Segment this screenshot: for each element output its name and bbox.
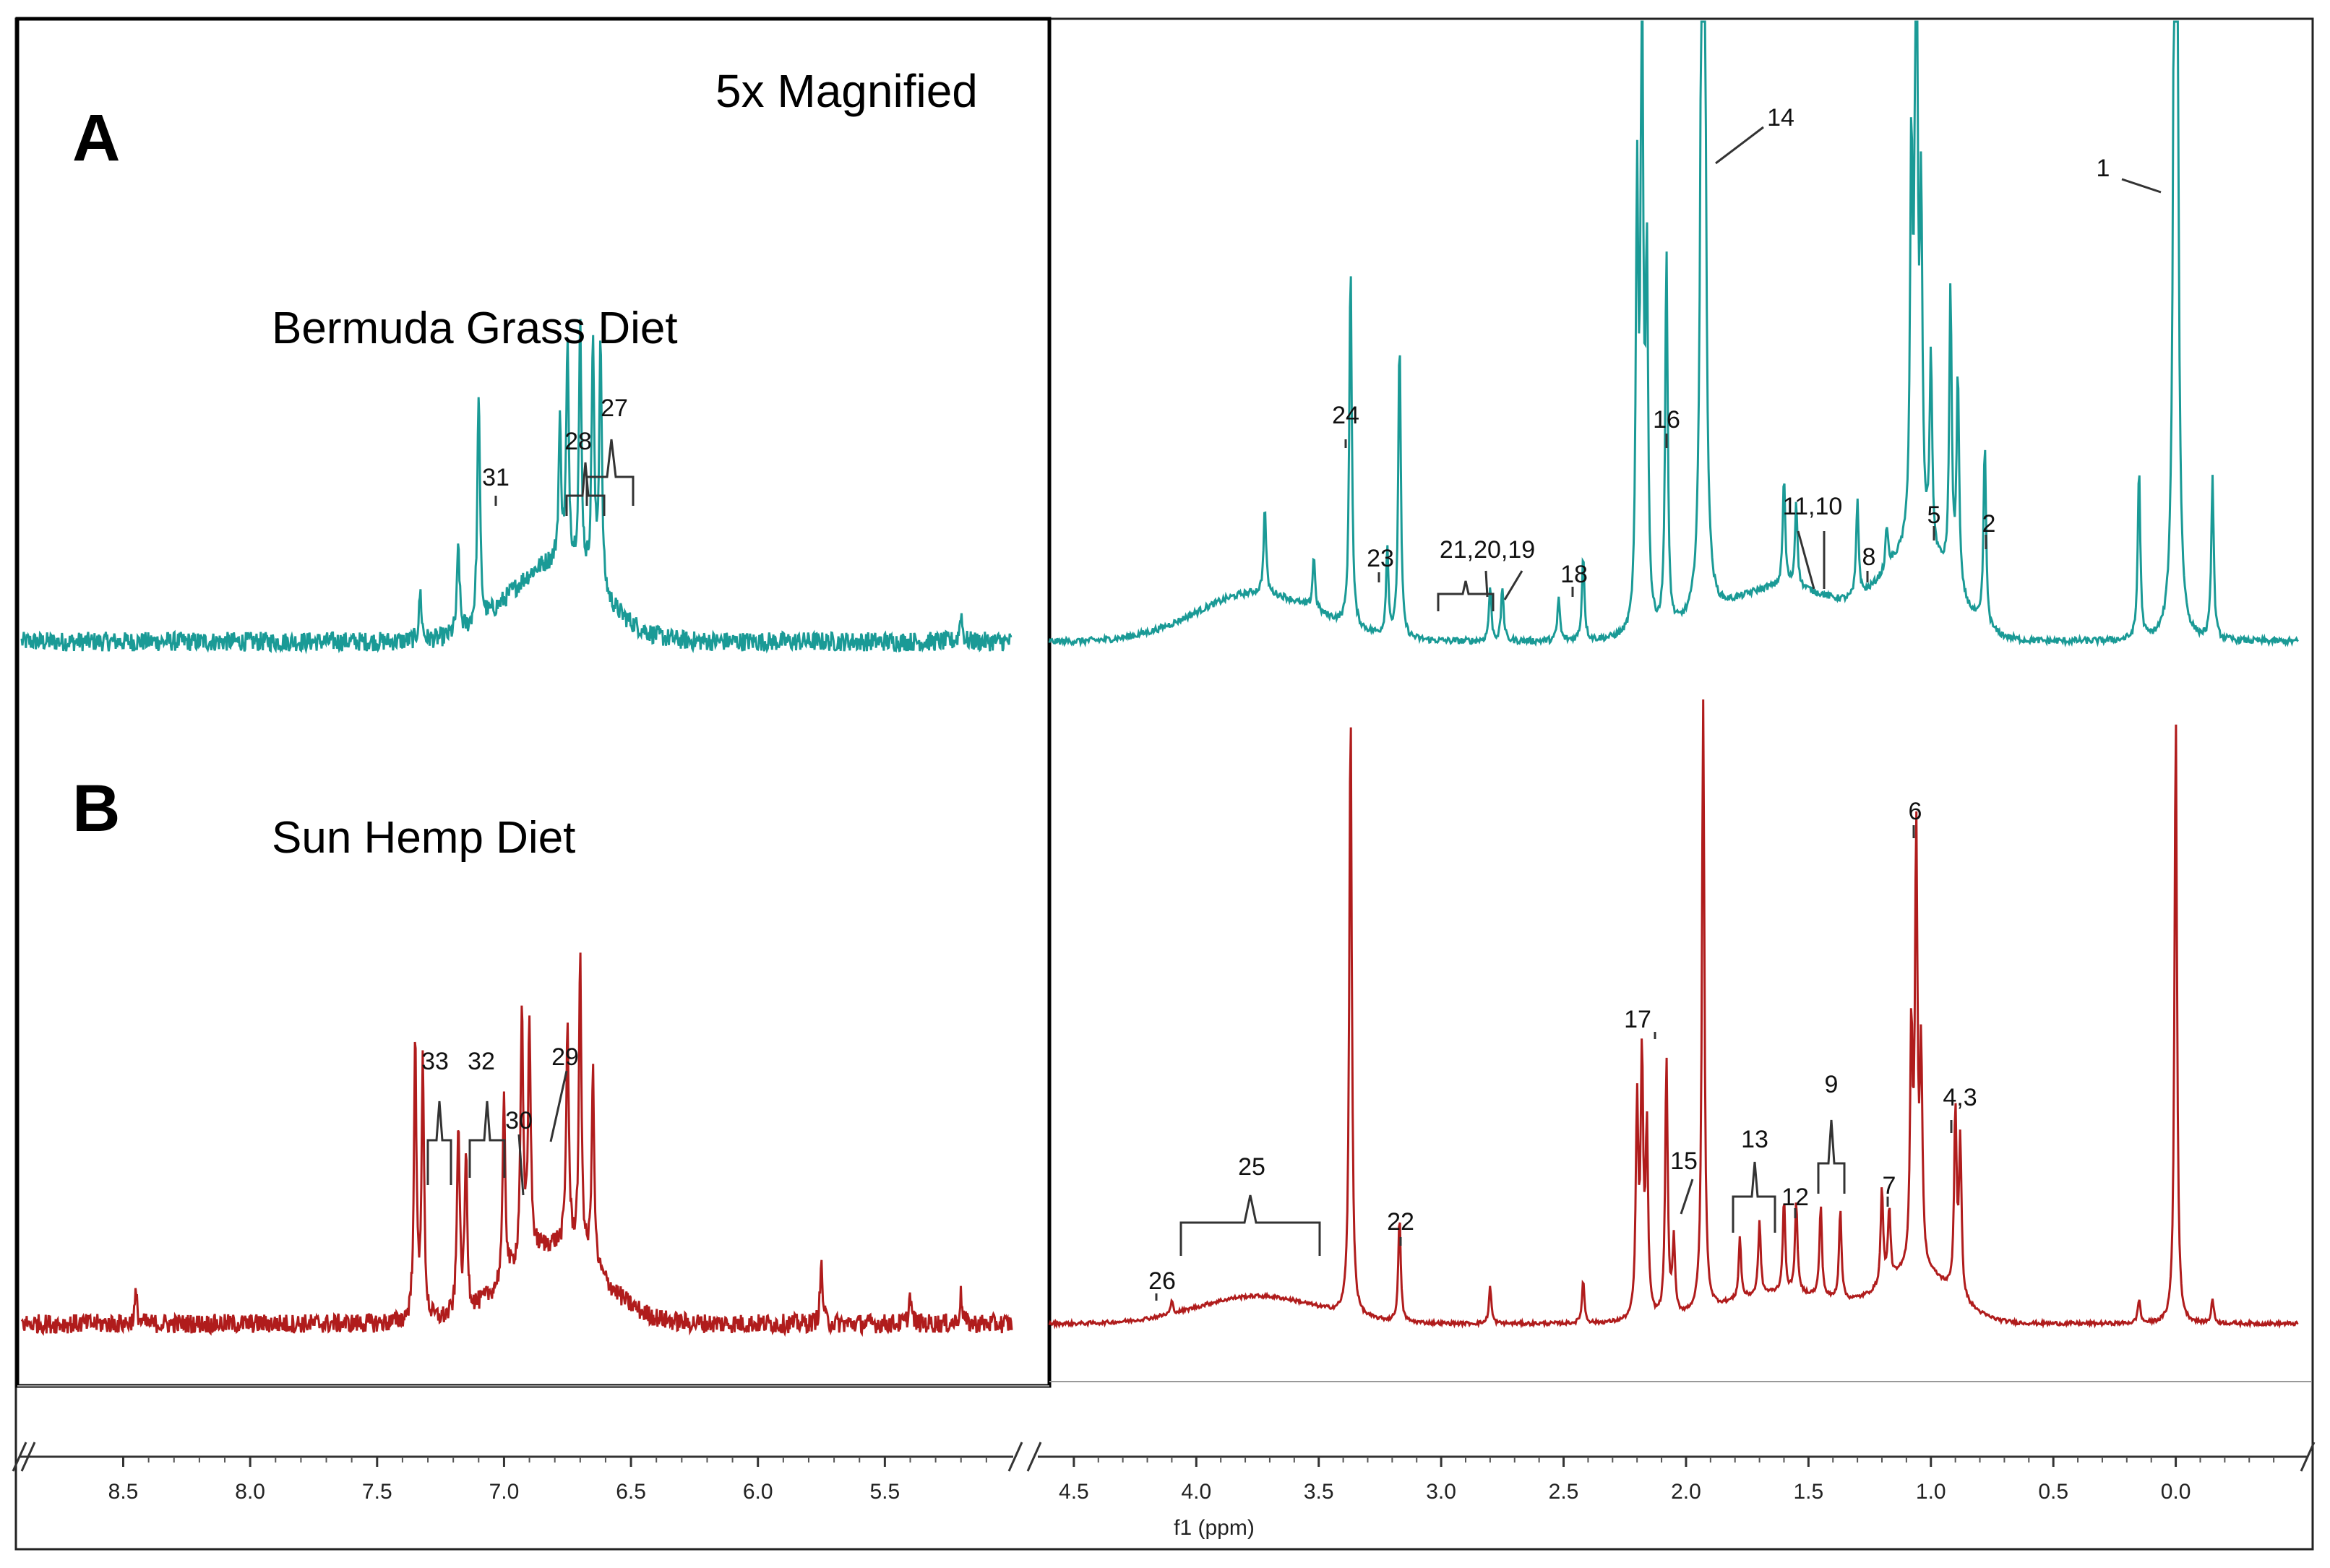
- spectra-group: [20, 20, 2299, 1337]
- tick-label: 6.0: [743, 1480, 773, 1504]
- spectrum-b-magnified: [20, 952, 1013, 1337]
- axis-break-mark-middle: [1007, 1442, 1042, 1472]
- peak-label-31: 31: [482, 464, 510, 491]
- peak-label-13: 13: [1741, 1126, 1768, 1153]
- tick-label: 2.0: [1671, 1480, 1701, 1504]
- peak-label-30: 30: [505, 1107, 533, 1134]
- peak-label-32: 32: [468, 1048, 495, 1075]
- peak-label-12: 12: [1781, 1184, 1809, 1211]
- peak-label-18: 18: [1560, 561, 1588, 588]
- peak-label-7: 7: [1883, 1172, 1896, 1199]
- peak-label-25: 25: [1238, 1153, 1265, 1181]
- spectrum-b-main: [1048, 699, 2299, 1330]
- tick-label: 6.5: [616, 1480, 646, 1504]
- tick-label: 7.0: [489, 1480, 520, 1504]
- peak-label-33: 33: [421, 1048, 449, 1075]
- leader-30: [517, 1134, 525, 1196]
- leader-15: [1680, 1179, 1694, 1215]
- tick-label: 0.0: [2161, 1480, 2191, 1504]
- peak-label-11-10: 11,10: [1783, 493, 1843, 520]
- tick-label: 4.5: [1059, 1480, 1089, 1504]
- tick-label: 2.5: [1549, 1480, 1579, 1504]
- leader-11-10-a: [1797, 530, 1815, 590]
- bracket-27: [585, 439, 635, 506]
- tick-label: 1.5: [1793, 1480, 1823, 1504]
- bracket-28: [565, 462, 606, 516]
- spectrum-a-main: [1048, 20, 2299, 648]
- leader-21-20-19-a: [1484, 570, 1489, 598]
- bracket-25: [1179, 1194, 1321, 1256]
- ticks-right: 4.5 4.0 3.5 3.0 2.5 2.0 1.5 1.0 0.5 0.0: [1059, 1457, 2275, 1504]
- peak-label-5: 5: [1927, 501, 1941, 529]
- axis-break-mark-left: [12, 1442, 36, 1472]
- peak-label-9: 9: [1825, 1071, 1839, 1098]
- peak-label-28: 28: [564, 428, 592, 455]
- tick-label: 7.5: [362, 1480, 392, 1504]
- peak-annotations: [426, 126, 2162, 1301]
- magnified-label: 5x Magnified: [715, 65, 978, 117]
- panel-label-a: A: [72, 101, 120, 175]
- peak-label-2: 2: [1982, 510, 1996, 538]
- tick-label: 3.0: [1426, 1480, 1456, 1504]
- peak-annotation-labels: 1 2 5 8 11,10 14 16 18 21,20,19 23 24 27…: [421, 104, 2110, 1295]
- peak-label-26: 26: [1148, 1267, 1176, 1295]
- tick-label: 8.0: [235, 1480, 265, 1504]
- peak-label-17: 17: [1624, 1006, 1651, 1033]
- peak-label-15: 15: [1670, 1147, 1698, 1175]
- leader-21-20-19-b: [1503, 570, 1523, 600]
- peak-label-16: 16: [1653, 406, 1680, 434]
- axis-break-mark-right: [2300, 1442, 2316, 1472]
- spectrum-a-magnified: [20, 319, 1013, 655]
- bracket-13: [1732, 1161, 1776, 1233]
- panel-title-b: Sun Hemp Diet: [272, 813, 575, 863]
- tick-label: 0.5: [2038, 1480, 2068, 1504]
- panel-title-a: Bermuda Grass Diet: [272, 303, 678, 353]
- leader-29: [549, 1070, 568, 1142]
- leader-1: [2121, 178, 2162, 194]
- tick-label: 3.5: [1304, 1480, 1334, 1504]
- magnified-region-box: [15, 17, 1052, 1388]
- peak-label-23: 23: [1367, 545, 1394, 572]
- peak-label-24: 24: [1332, 402, 1359, 429]
- bracket-33: [426, 1100, 452, 1185]
- peak-label-8: 8: [1862, 543, 1876, 571]
- peak-label-1: 1: [2097, 155, 2110, 182]
- bracket-21-20-19: [1437, 580, 1495, 611]
- leader-14: [1715, 126, 1764, 165]
- tick-label: 4.0: [1181, 1480, 1211, 1504]
- x-axis-label: f1 (ppm): [1174, 1516, 1255, 1540]
- bracket-32: [468, 1100, 506, 1178]
- panel-label-b: B: [72, 772, 120, 845]
- peak-label-22: 22: [1387, 1208, 1414, 1236]
- bracket-9: [1817, 1119, 1846, 1194]
- peak-label-4-3: 4,3: [1943, 1084, 1977, 1111]
- peak-label-6: 6: [1909, 798, 1922, 825]
- peak-label-21-20-19: 21,20,19: [1440, 536, 1535, 564]
- peak-label-27: 27: [601, 395, 628, 422]
- tick-label: 5.5: [869, 1480, 900, 1504]
- tick-label: 8.5: [108, 1480, 139, 1504]
- peak-label-29: 29: [551, 1043, 579, 1071]
- ticks-left: 8.5 8.0 7.5 7.0 6.5 6.0 5.5: [108, 1457, 987, 1504]
- tick-label: 1.0: [1916, 1480, 1946, 1504]
- peak-label-14: 14: [1767, 104, 1794, 132]
- x-axis: 8.5 8.0 7.5 7.0 6.5 6.0 5.5 4.5 4.0 3.5 3.0 2.5 2.0…: [12, 1442, 2316, 1540]
